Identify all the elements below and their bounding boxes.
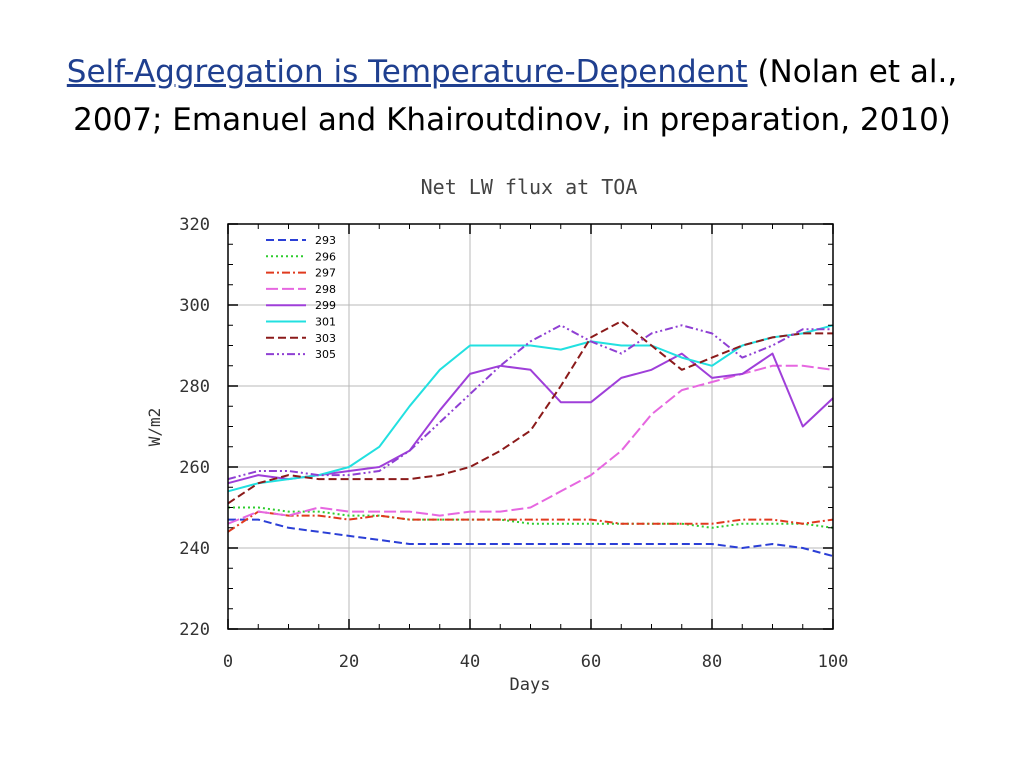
x-axis-label: Days: [510, 675, 551, 695]
x-tick-label: 40: [460, 652, 480, 672]
y-tick-label: 300: [179, 296, 210, 316]
chart-title: Net LW flux at TOA: [421, 175, 638, 199]
legend-label-298: 298: [315, 283, 336, 296]
y-tick-label: 320: [179, 215, 210, 235]
series-line-297: [227, 510, 834, 533]
legend: 293 296 297 298 299 301 303 305: [266, 234, 336, 361]
y-tick-label: 280: [179, 377, 210, 397]
series-line-293: [228, 518, 834, 558]
legend-label-299: 299: [315, 299, 336, 312]
y-tick-label: 260: [179, 458, 210, 478]
legend-label-297: 297: [315, 267, 336, 280]
legend-label-293: 293: [315, 234, 336, 247]
y-tick-label: 240: [179, 539, 210, 559]
series-line-305: [227, 324, 833, 481]
y-axis-label: W/m2: [145, 408, 164, 447]
series-line-296: [228, 506, 834, 529]
x-tick-label: 100: [818, 652, 849, 672]
x-tick-label: 60: [581, 652, 601, 672]
x-tick-label: 0: [223, 652, 233, 672]
legend-label-301: 301: [315, 316, 336, 329]
series-group: [227, 320, 834, 558]
slide-title-line2: 2007; Emanuel and Khairoutdinov, in prep…: [73, 102, 951, 138]
series-line-298: [227, 364, 834, 525]
y-tick-label: 220: [179, 620, 210, 640]
series-line-299: [227, 352, 834, 485]
axis-ticks: 0 20 40 60 80 100 220 240 260 280 300 320: [179, 215, 848, 672]
x-tick-label: 20: [339, 652, 359, 672]
legend-label-296: 296: [315, 250, 336, 263]
legend-label-305: 305: [315, 348, 336, 361]
x-tick-label: 80: [702, 652, 722, 672]
series-line-303: [227, 320, 833, 505]
slide-title: Self-Aggregation is Temperature-Dependen…: [0, 48, 1024, 144]
slide-title-citation: (Nolan et al.,: [757, 54, 958, 90]
grid: [228, 224, 833, 629]
legend-label-303: 303: [315, 332, 336, 345]
series-line-301: [227, 324, 834, 493]
slide-title-emphasis: Self-Aggregation is Temperature-Dependen…: [66, 54, 748, 90]
